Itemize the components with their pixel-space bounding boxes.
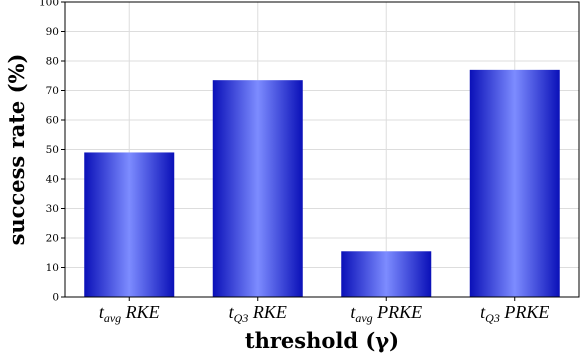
bars	[84, 69, 560, 297]
y-tick-label: 70	[46, 85, 59, 97]
x-category-labels: tavg RKE tQ3 RKE tavg PRKE tQ3 PRKE	[99, 302, 550, 325]
y-tick-label: 20	[46, 233, 59, 245]
y-tick-label: 0	[52, 292, 59, 304]
x-axis-title: threshold (γ)	[245, 328, 399, 353]
x-tick-label: tavg PRKE	[350, 302, 422, 325]
y-tick-label: 40	[46, 174, 59, 186]
y-axis-title: success rate (%)	[4, 54, 29, 246]
bar	[469, 69, 560, 297]
y-tick-label: 50	[46, 144, 59, 156]
x-tick-label: tQ3 RKE	[229, 302, 287, 325]
axes	[61, 1, 580, 301]
x-tick-label: tavg RKE	[99, 302, 160, 325]
bar	[341, 251, 432, 297]
y-tick-labels: 0 10 20 30 40 50 60 70 80 90 100	[39, 0, 59, 304]
y-tick-label: 60	[46, 115, 59, 127]
y-tick-label: 100	[39, 0, 59, 9]
y-tick-label: 30	[46, 203, 59, 215]
x-tick-label: tQ3 PRKE	[480, 302, 549, 325]
bar	[84, 152, 175, 297]
y-tick-label: 90	[46, 26, 59, 38]
y-tick-label: 80	[46, 56, 59, 68]
y-tick-label: 10	[46, 262, 59, 274]
bar	[212, 80, 303, 297]
